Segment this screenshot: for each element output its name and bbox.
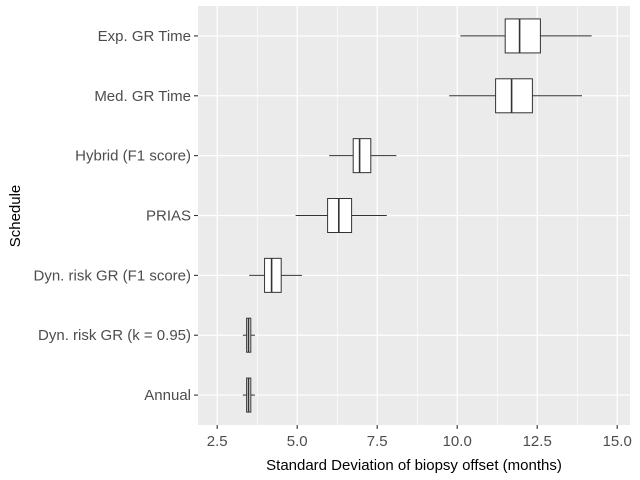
y-tick-label: Annual xyxy=(144,387,191,404)
x-axis: 2.5 5.0 7.5 10.0 12.5 15.0 xyxy=(207,425,632,450)
box-iqr xyxy=(327,198,353,233)
x-tick-label: 7.5 xyxy=(367,433,388,450)
y-axis: Exp. GR Time Med. GR Time Hybrid (F1 score… xyxy=(33,28,198,404)
y-tick-label: Med. GR Time xyxy=(94,88,191,105)
y-tick-label: Dyn. risk GR (k = 0.95) xyxy=(38,327,191,344)
box-iqr xyxy=(264,257,282,293)
box-iqr xyxy=(504,18,541,54)
x-tick-label: 5.0 xyxy=(287,433,308,450)
y-tick-label: Exp. GR Time xyxy=(98,28,191,45)
x-tick-label: 12.5 xyxy=(523,433,552,450)
y-axis-title: Schedule xyxy=(7,185,24,248)
x-tick-label: 15.0 xyxy=(603,433,632,450)
box-iqr xyxy=(352,138,372,174)
x-tick-label: 10.0 xyxy=(443,433,472,450)
boxes-layer xyxy=(242,18,592,413)
x-tick-label: 2.5 xyxy=(207,433,228,450)
x-axis-title: Standard Deviation of biopsy offset (mon… xyxy=(266,457,562,474)
y-tick-label: Dyn. risk GR (F1 score) xyxy=(33,267,191,284)
y-tick-label: PRIAS xyxy=(146,208,191,225)
box-iqr xyxy=(495,78,533,114)
y-tick-label: Hybrid (F1 score) xyxy=(75,148,191,165)
